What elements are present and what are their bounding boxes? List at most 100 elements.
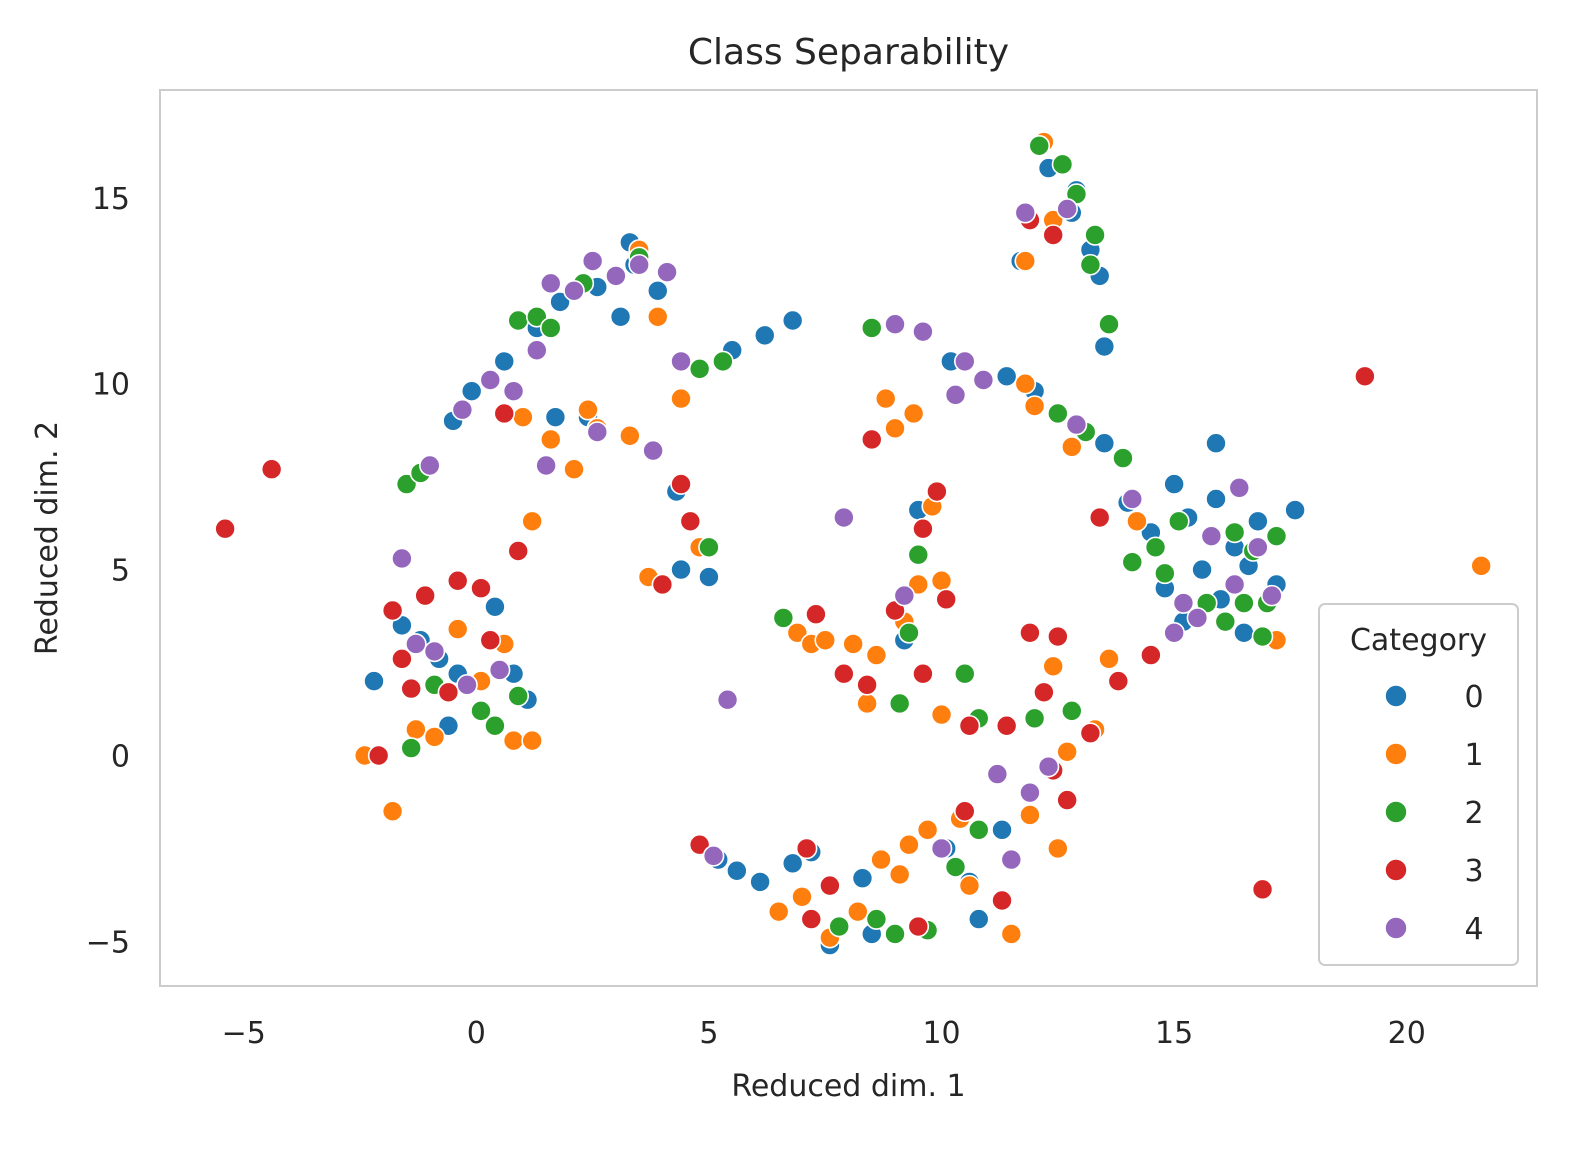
scatter-point-series-0 [1205, 488, 1227, 510]
scatter-point-series-1 [814, 629, 837, 652]
scatter-point-series-2 [1028, 134, 1051, 157]
scatter-point-series-2 [507, 685, 530, 707]
scatter-point-series-1 [865, 644, 888, 666]
legend-marker-0 [1384, 684, 1408, 708]
scatter-point-series-4 [1172, 592, 1195, 614]
scatter-point-series-1 [916, 819, 939, 841]
scatter-point-series-4 [1056, 198, 1078, 220]
scatter-point-series-4 [526, 339, 548, 362]
scatter-point-series-0 [1233, 622, 1255, 644]
scatter-point-series-4 [391, 547, 413, 570]
scatter-point-series-4 [1200, 525, 1223, 547]
scatter-point-series-0 [1205, 432, 1227, 454]
scatter-point-series-3 [1079, 722, 1102, 744]
scatter-point-series-2 [1233, 592, 1255, 614]
x-tick-label: 0 [467, 1016, 486, 1051]
scatter-point-series-1 [1047, 837, 1069, 860]
scatter-point-series-2 [828, 915, 850, 938]
scatter-point-series-3 [1047, 625, 1069, 648]
scatter-point-series-4 [539, 272, 562, 295]
legend-label-0: 0 [1464, 680, 1483, 715]
scatter-point-series-2 [712, 350, 734, 373]
scatter-point-series-3 [926, 480, 948, 503]
scatter-point-series-0 [437, 714, 460, 737]
scatter-point-series-1 [842, 633, 864, 655]
scatter-point-series-0 [484, 595, 506, 618]
scatter-point-series-1 [902, 402, 925, 425]
scatter-point-series-2 [1023, 707, 1046, 730]
scatter-point-series-4 [563, 279, 585, 302]
scatter-point-series-4 [884, 313, 906, 336]
scatter-point-series-3 [1019, 622, 1041, 644]
scatter-point-series-4 [716, 688, 739, 711]
scatter-point-series-3 [1042, 224, 1064, 246]
scatter-point-series-0 [851, 867, 874, 889]
scatter-point-series-2 [1223, 521, 1246, 544]
scatter-point-series-4 [628, 253, 650, 276]
scatter-point-series-4 [405, 633, 427, 655]
scatter-point-series-1 [1098, 648, 1120, 670]
scatter-point-series-4 [1019, 781, 1041, 804]
scatter-point-series-4 [954, 350, 976, 373]
x-tick-label: −5 [222, 1016, 266, 1051]
scatter-point-series-2 [395, 473, 418, 495]
scatter-point-series-3 [679, 510, 702, 533]
legend-marker-4 [1384, 916, 1408, 940]
scatter-point-series-3 [860, 428, 883, 451]
scatter-point-series-0 [1284, 499, 1306, 521]
scatter-point-series-3 [470, 577, 492, 599]
scatter-point-series-2 [507, 309, 530, 332]
scatter-point-series-3 [1354, 365, 1376, 388]
scatter-point-series-2 [1121, 551, 1144, 573]
scatter-point-series-0 [670, 558, 692, 581]
scatter-point-series-0 [493, 350, 516, 373]
scatter-point-series-4 [456, 674, 478, 696]
x-axis-title: Reduced dim. 1 [731, 1069, 965, 1104]
scatter-point-series-2 [967, 819, 990, 841]
legend-marker-2 [1384, 800, 1408, 824]
scatter-point-series-3 [995, 714, 1018, 737]
y-axis-ticks: −5 0 5 10 15 [86, 182, 130, 961]
scatter-point-series-2 [539, 317, 562, 339]
scatter-point-series-4 [423, 640, 446, 663]
scatter-point-series-2 [888, 692, 911, 715]
x-tick-label: 20 [1388, 1016, 1426, 1051]
scatter-point-series-0 [609, 305, 632, 328]
scatter-point-series-4 [479, 369, 502, 391]
scatter-point-series-0 [967, 908, 990, 930]
scatter-point-series-3 [833, 662, 855, 685]
scatter-point-series-1 [577, 398, 599, 421]
scatter-point-series-3 [391, 648, 413, 670]
scatter-point-series-3 [446, 569, 469, 592]
scatter-point-series-3 [437, 681, 460, 704]
scatter-point-series-2 [884, 923, 906, 945]
scatter-point-series-0 [726, 859, 748, 882]
scatter-point-series-2 [865, 908, 888, 930]
y-tick-label: 0 [111, 739, 130, 774]
scatter-point-series-2 [1079, 253, 1102, 276]
scatter-point-series-1 [521, 510, 543, 533]
points-layer [214, 131, 1492, 956]
scatter-point-series-3 [479, 629, 502, 652]
scatter-point-series-1 [874, 387, 897, 410]
scatter-point-series-3 [214, 517, 236, 540]
scatter-point-series-0 [995, 365, 1018, 388]
scatter-point-series-2 [698, 536, 720, 559]
scatter-point-series-4 [535, 454, 557, 477]
scatter-point-series-3 [670, 473, 692, 495]
y-tick-label: 5 [111, 554, 130, 589]
scatter-point-series-3 [912, 662, 934, 685]
scatter-point-series-3 [688, 833, 711, 856]
y-tick-label: 15 [92, 182, 130, 217]
plot-area [159, 89, 1538, 987]
scatter-point-series-0 [1163, 473, 1185, 495]
scatter-point-series-1 [958, 874, 981, 897]
scatter-point-series-4 [893, 584, 916, 607]
scatter-point-series-3 [414, 584, 436, 607]
x-tick-label: 10 [922, 1016, 960, 1051]
legend-box [1318, 603, 1519, 966]
scatter-point-series-0 [544, 406, 567, 428]
scatter-point-series-1 [767, 900, 790, 923]
scatter-point-series-0 [646, 279, 669, 302]
